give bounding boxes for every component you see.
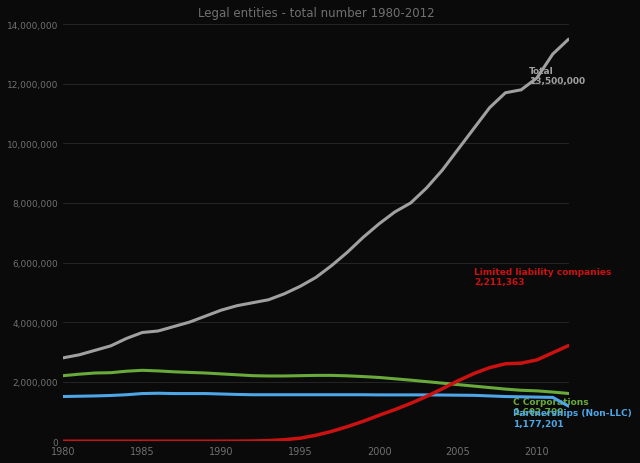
Text: Total
13,500,000: Total 13,500,000	[529, 67, 585, 86]
Title: Legal entities - total number 1980-2012: Legal entities - total number 1980-2012	[198, 7, 435, 20]
Text: Partnerships (Non-LLC)
1,177,201: Partnerships (Non-LLC) 1,177,201	[513, 408, 632, 428]
Text: Limited liability companies
2,211,363: Limited liability companies 2,211,363	[474, 267, 611, 287]
Text: C Corporations
1,602,709: C Corporations 1,602,709	[513, 397, 589, 416]
